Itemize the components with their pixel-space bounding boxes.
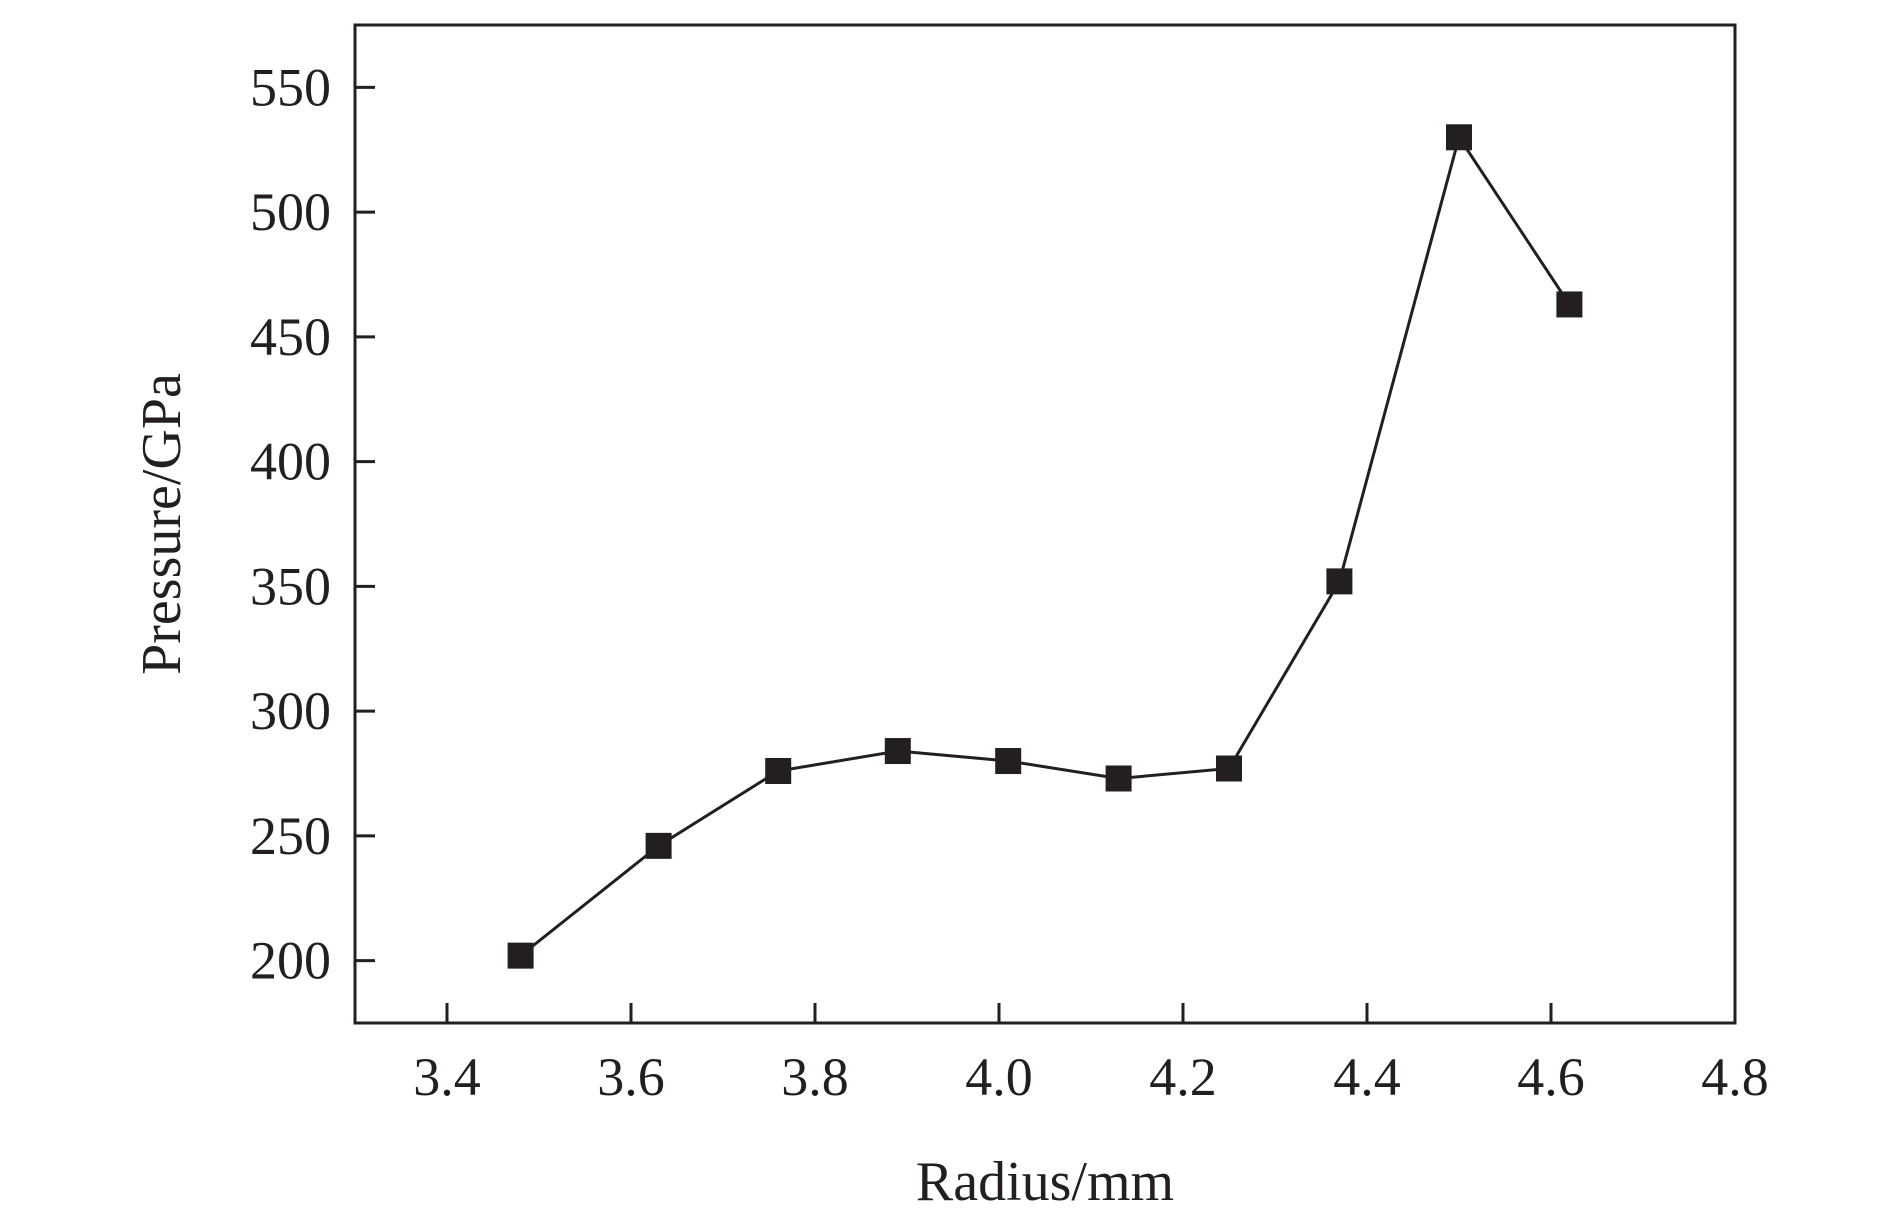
data-point — [1216, 755, 1242, 782]
series-lines — [519, 133, 1571, 957]
data-point — [645, 832, 672, 859]
y-tick-label: 200 — [250, 931, 331, 991]
x-tick-label: 4.0 — [965, 1047, 1033, 1107]
x-tick-label: 3.4 — [413, 1047, 481, 1107]
x-axis-tick-labels: 3.4 3.6 3.8 4.0 4.2 4.4 4.6 4.8 — [413, 1047, 1769, 1107]
x-tick-label: 4.8 — [1701, 1047, 1769, 1107]
y-tick-label: 450 — [250, 307, 331, 367]
data-point — [1105, 765, 1132, 792]
data-point — [507, 942, 534, 969]
y-tick-label: 500 — [250, 182, 331, 242]
y-tick-label: 400 — [250, 432, 331, 492]
x-tick-label: 4.4 — [1333, 1047, 1401, 1107]
series-line — [519, 133, 1571, 957]
data-point — [1326, 568, 1353, 595]
plot-frame — [353, 23, 1737, 1025]
x-tick-label: 3.6 — [597, 1047, 665, 1107]
data-point — [995, 748, 1022, 775]
data-point — [884, 738, 911, 765]
y-tick-label: 250 — [250, 806, 331, 866]
x-axis-ticks — [445, 1003, 1737, 1023]
data-point — [1446, 124, 1472, 151]
x-axis-label: Radius/mm — [916, 1151, 1174, 1213]
y-tick-label: 350 — [250, 556, 331, 616]
y-axis-tick-labels: 200 250 300 350 400 450 500 550 — [250, 57, 331, 990]
x-tick-label: 4.6 — [1517, 1047, 1585, 1107]
y-tick-label: 300 — [250, 681, 331, 741]
x-tick-label: 4.2 — [1149, 1047, 1217, 1107]
data-point — [765, 758, 792, 785]
x-tick-label: 3.8 — [781, 1047, 849, 1107]
y-axis-ticks — [355, 85, 375, 963]
y-tick-label: 550 — [250, 57, 331, 117]
data-point — [1556, 291, 1583, 318]
series-markers — [507, 124, 1583, 969]
y-axis-label: Pressure/GPa — [131, 373, 193, 675]
